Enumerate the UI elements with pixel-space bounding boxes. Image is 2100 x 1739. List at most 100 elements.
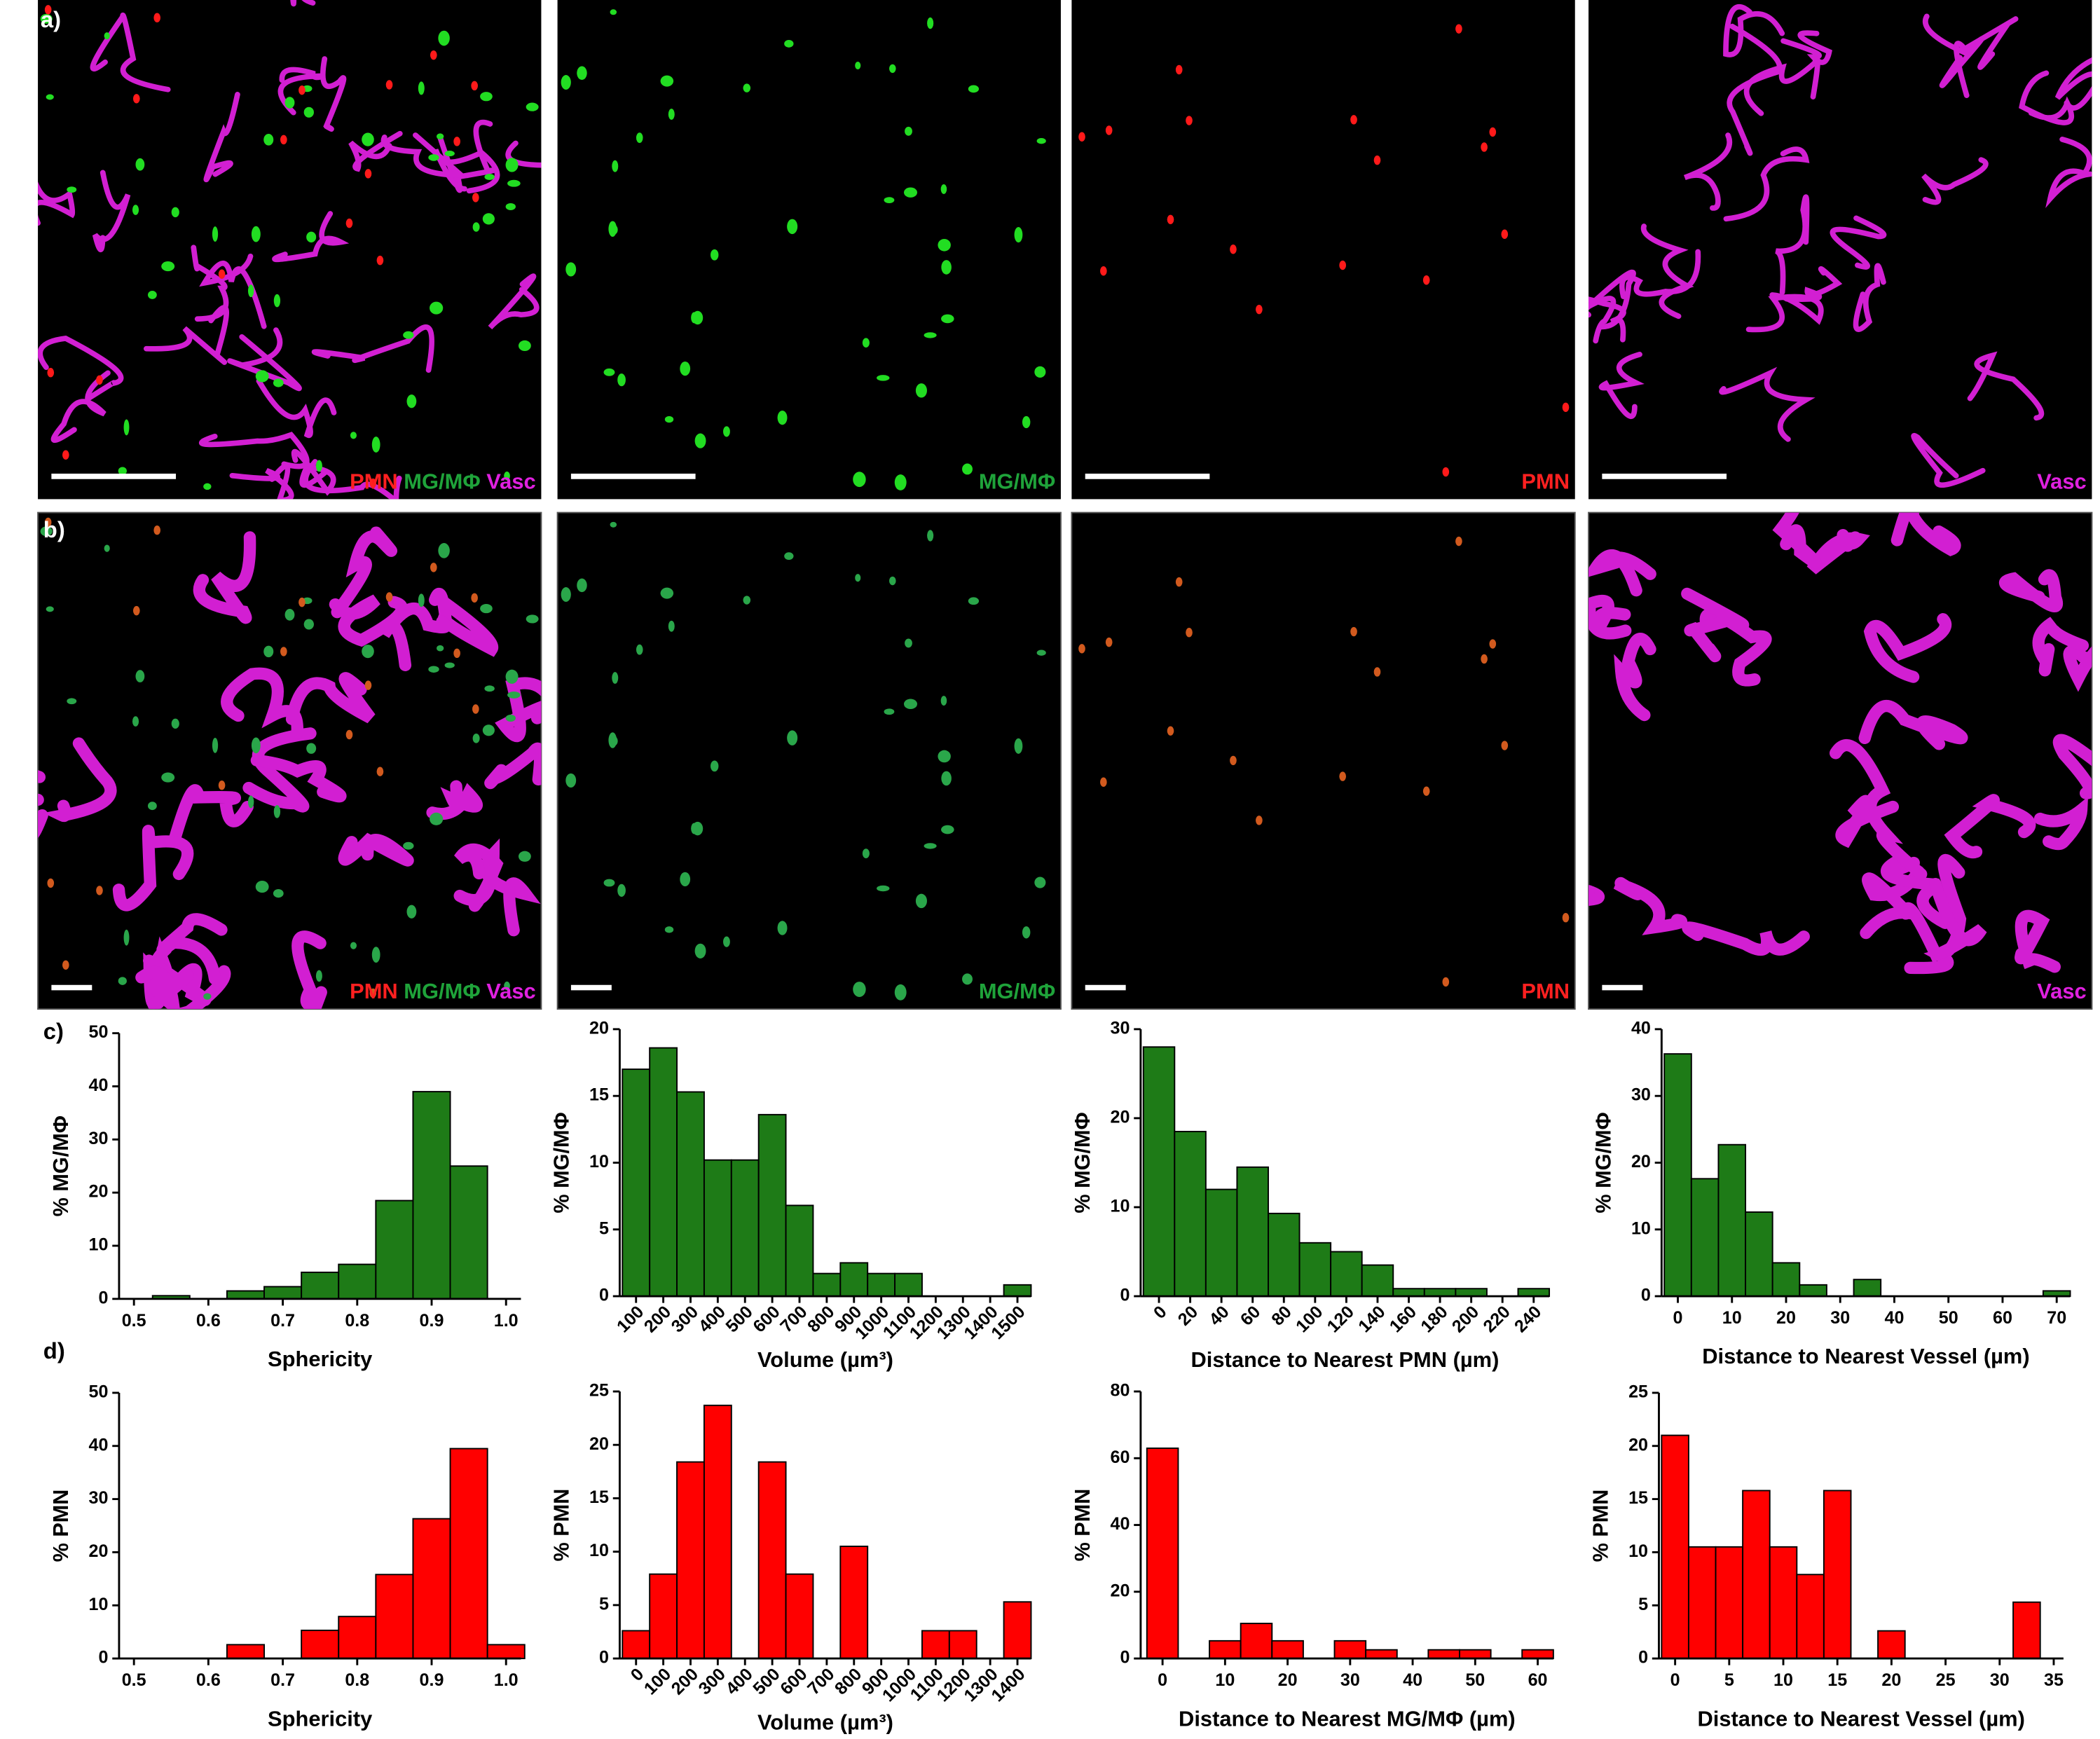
bar (1663, 1053, 1692, 1297)
x-tick-label: 0.6 (196, 1670, 221, 1690)
microglia (46, 94, 54, 100)
microglia (247, 284, 254, 298)
microglia (161, 261, 175, 272)
channel-label: MG/MΦ (979, 469, 1055, 494)
microglia (680, 361, 691, 376)
neutrophil (153, 13, 161, 22)
microglia (784, 552, 794, 561)
neutrophil (364, 680, 372, 690)
x-tick-label: 0 (1158, 1670, 1167, 1690)
microglia (888, 64, 896, 74)
microglia (694, 943, 706, 958)
bar (703, 1404, 732, 1660)
y-tick-label: 30 (89, 1488, 109, 1508)
x-tick-label: 40 (1205, 1302, 1233, 1329)
x-tick-label: 20 (1278, 1670, 1298, 1690)
y-tick-label: 5 (599, 1218, 609, 1238)
microglia (1022, 415, 1031, 429)
microglia (430, 301, 444, 315)
y-axis-label: % PMN (48, 1490, 73, 1562)
neutrophil (1350, 115, 1357, 125)
microglia (406, 394, 417, 408)
neutrophil (62, 450, 69, 460)
x-axis-label: Sphericity (268, 1706, 372, 1731)
vessel (1588, 549, 1656, 597)
panel-label: b) (43, 516, 65, 542)
x-tick-label: 70 (2047, 1308, 2066, 1328)
bar (486, 1644, 526, 1660)
x-tick-label: 60 (1993, 1308, 2012, 1328)
y-tick-label: 0 (1641, 1286, 1651, 1305)
vessel (38, 770, 46, 806)
neutrophil (453, 648, 460, 659)
bar (622, 1068, 651, 1297)
microglia (668, 109, 675, 120)
microglia (915, 893, 927, 909)
vessel (1860, 865, 1925, 940)
microglia (46, 606, 54, 612)
x-tick-label: 50 (1465, 1670, 1485, 1690)
x-tick-label: 5 (1724, 1670, 1734, 1690)
bar (948, 1630, 977, 1660)
bar (301, 1629, 340, 1660)
x-tick-label: 0.7 (270, 1311, 295, 1331)
channel-name: Vasc (2037, 979, 2086, 1003)
neutrophil (1489, 127, 1497, 137)
vessel (285, 672, 376, 725)
neutrophil (1442, 977, 1450, 987)
bar (1205, 1188, 1238, 1297)
bar (1687, 1546, 1717, 1660)
vessel (203, 92, 240, 183)
bar (375, 1200, 414, 1300)
bar (1392, 1288, 1425, 1297)
neutrophil (280, 647, 287, 657)
vessel (1853, 263, 1886, 332)
vessel (1613, 877, 1687, 935)
vessel (38, 809, 48, 839)
vessel (175, 965, 231, 1010)
y-tick-label: 80 (1111, 1381, 1130, 1401)
vessel (2033, 796, 2089, 851)
x-tick-label: 15 (1827, 1670, 1847, 1690)
neutrophil (376, 767, 384, 776)
microglia (123, 929, 130, 946)
microglia (940, 696, 947, 706)
neutrophil (1422, 275, 1430, 285)
microglia (941, 825, 954, 834)
y-tick-label: 5 (599, 1595, 609, 1614)
vessel (2063, 645, 2092, 692)
microglia (518, 851, 531, 862)
channel-label: PMN (1521, 469, 1570, 494)
microglia (636, 644, 643, 655)
microglia (203, 483, 212, 490)
microglia (915, 383, 927, 398)
x-tick-label: 60 (1528, 1670, 1548, 1690)
microglia (247, 795, 254, 809)
neutrophil (1501, 229, 1509, 239)
channel-label: Vasc (2037, 979, 2086, 1003)
neutrophil (280, 135, 287, 145)
y-tick-label: 0 (599, 1648, 609, 1668)
bar (1745, 1211, 1773, 1297)
vessel (1588, 594, 1632, 640)
microglia (636, 132, 643, 144)
neutrophil (132, 605, 140, 616)
neutrophil (1501, 741, 1509, 750)
bar (1174, 1131, 1207, 1297)
x-axis-label: Distance to Nearest PMN (µm) (1191, 1347, 1499, 1372)
vessel (135, 965, 194, 1010)
vessel (1967, 351, 2045, 421)
x-axis-label: Sphericity (268, 1347, 372, 1371)
x-tick-label: 0.7 (270, 1670, 295, 1690)
microglia (104, 544, 110, 552)
microglia (472, 222, 480, 232)
microglia (877, 885, 890, 892)
x-tick-label: 0 (1670, 1670, 1680, 1690)
vessel (1944, 794, 2036, 859)
x-tick-label: 200 (1448, 1302, 1483, 1336)
microglia (1014, 738, 1023, 754)
microglia (692, 310, 704, 325)
bar (1521, 1649, 1554, 1660)
bar (226, 1644, 266, 1660)
